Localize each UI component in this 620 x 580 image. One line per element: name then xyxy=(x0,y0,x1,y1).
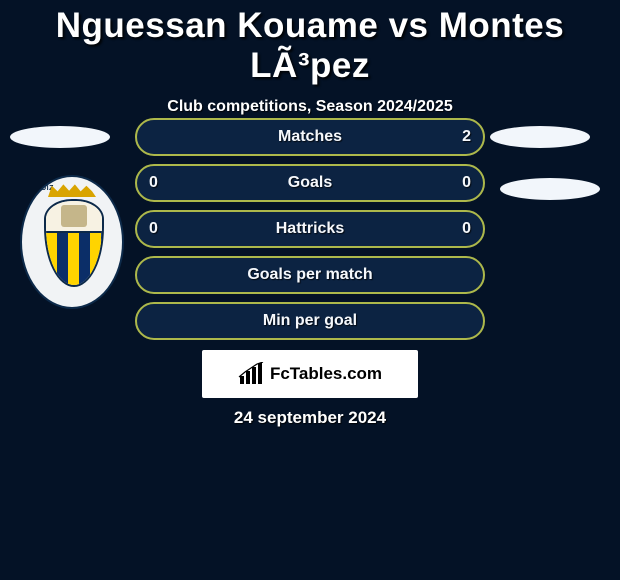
stat-label: Goals per match xyxy=(247,266,372,284)
stat-row-hattricks: 0 Hattricks 0 xyxy=(135,210,485,248)
placeholder-ellipse-left xyxy=(10,126,110,148)
stat-row-goals: 0 Goals 0 xyxy=(135,164,485,202)
bar-chart-icon xyxy=(238,362,264,386)
comparison-card: Nguessan Kouame vs Montes LÃ³pez Club co… xyxy=(0,0,620,580)
left-club-crest: CADIZ xyxy=(20,175,120,305)
stat-label: Min per goal xyxy=(263,312,357,330)
stat-label: Goals xyxy=(288,174,332,192)
crown-icon xyxy=(48,183,96,197)
stat-row-matches: Matches 2 xyxy=(135,118,485,156)
stat-label: Matches xyxy=(278,128,342,146)
placeholder-ellipse-right-1 xyxy=(490,126,590,148)
stat-right-value: 0 xyxy=(462,174,471,192)
brand-logo: FcTables.com xyxy=(202,350,418,398)
generated-date: 24 september 2024 xyxy=(0,408,620,428)
brand-text: FcTables.com xyxy=(270,364,382,384)
stat-left-value: 0 xyxy=(149,220,158,238)
stats-table: Matches 2 0 Goals 0 0 Hattricks 0 Goals … xyxy=(135,118,485,348)
page-title: Nguessan Kouame vs Montes LÃ³pez xyxy=(0,0,620,86)
placeholder-ellipse-right-2 xyxy=(500,178,600,200)
stat-row-goals-per-match: Goals per match xyxy=(135,256,485,294)
stat-right-value: 2 xyxy=(462,128,471,146)
stat-label: Hattricks xyxy=(276,220,344,238)
subtitle: Club competitions, Season 2024/2025 xyxy=(0,98,620,116)
stat-right-value: 0 xyxy=(462,220,471,238)
stat-row-min-per-goal: Min per goal xyxy=(135,302,485,340)
stat-left-value: 0 xyxy=(149,174,158,192)
